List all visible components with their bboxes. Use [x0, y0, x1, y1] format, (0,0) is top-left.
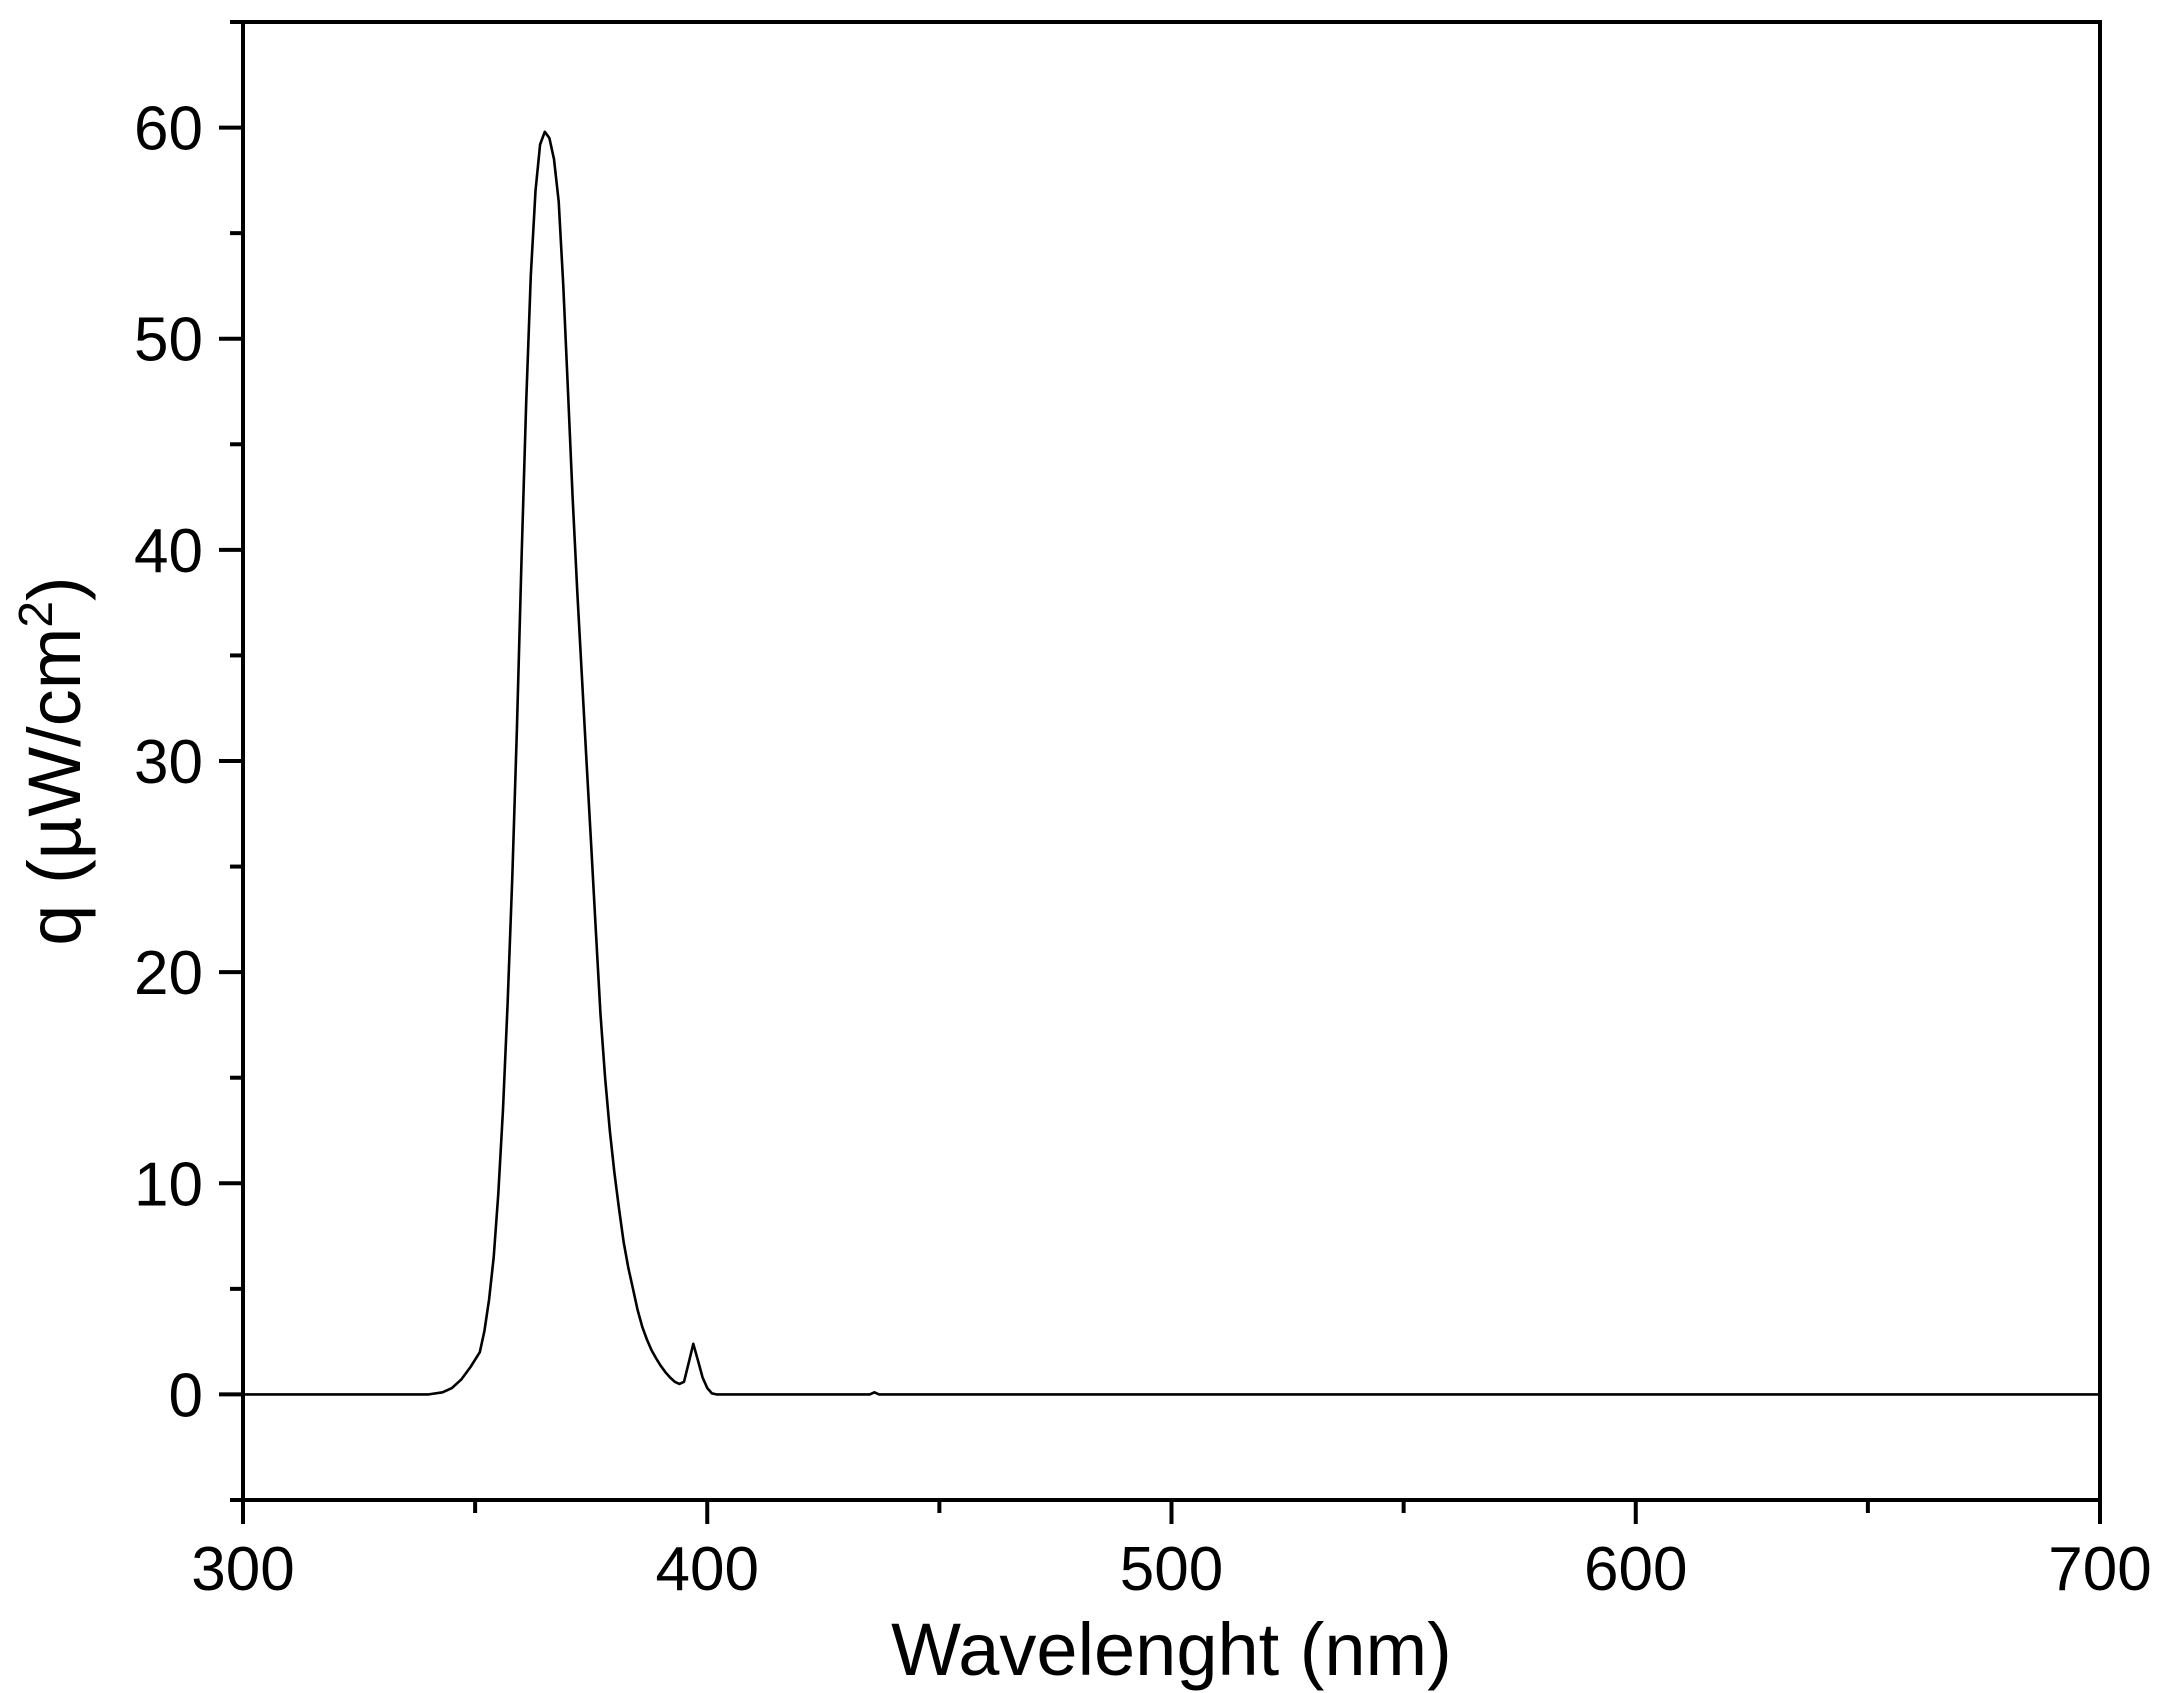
y-tick-label: 50	[134, 306, 203, 375]
plot-frame	[241, 20, 2102, 1502]
y-axis-title-superscript: 2	[10, 601, 63, 628]
y-axis-title-main: q (µW/cm	[13, 628, 96, 946]
x-tick-label: 400	[656, 1535, 759, 1604]
x-tick-label: 500	[1120, 1535, 1223, 1604]
y-axis-title-close: )	[13, 576, 96, 601]
y-tick-label: 10	[134, 1150, 203, 1219]
axis-ticks	[219, 20, 2102, 1524]
x-tick-label: 700	[2048, 1535, 2151, 1604]
y-tick-label: 60	[134, 95, 203, 164]
y-tick-label: 0	[169, 1361, 203, 1430]
x-tick-label: 600	[1584, 1535, 1687, 1604]
y-tick-label: 40	[134, 517, 203, 586]
x-tick-label: 300	[191, 1535, 294, 1604]
tick-labels: 300 400 500 600 700 0 10 20 30 40 50 60	[134, 95, 2152, 1604]
y-axis-title: q (µW/cm2)	[10, 576, 96, 945]
spectrum-line	[243, 130, 2100, 1396]
x-axis-title: Wavelenght (nm)	[891, 1608, 1452, 1691]
y-tick-label: 30	[134, 728, 203, 797]
y-tick-label: 20	[134, 939, 203, 1008]
